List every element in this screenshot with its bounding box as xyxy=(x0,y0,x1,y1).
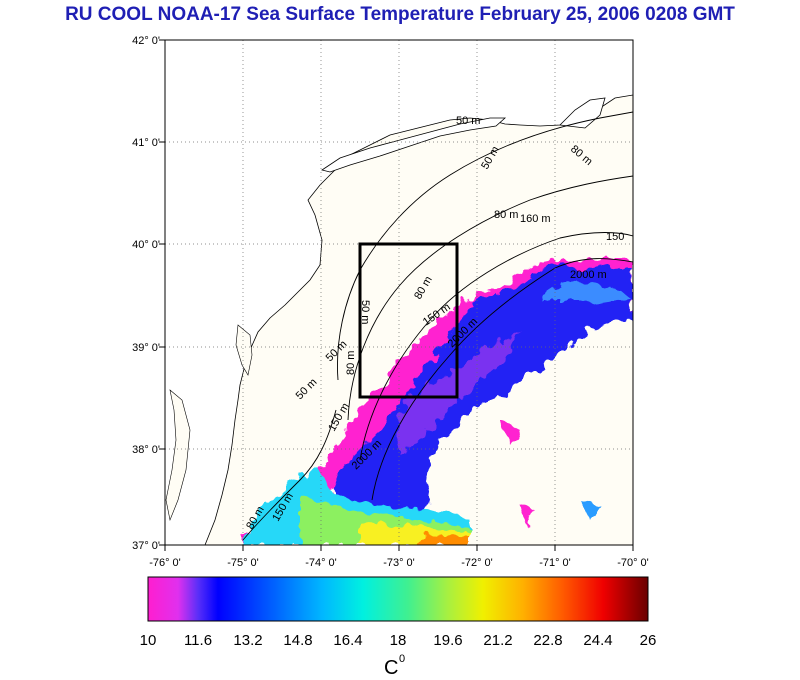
sst-imagery xyxy=(243,258,633,545)
colorbar-ticks: 10 11.6 13.2 14.8 16.4 18 19.6 21.2 22.8… xyxy=(140,632,657,649)
lon-label: -70° 0' xyxy=(617,557,649,569)
lon-label: -75° 0' xyxy=(227,557,259,569)
lon-label: -72° 0' xyxy=(461,557,493,569)
lat-label: 41° 0' xyxy=(132,137,160,149)
isobath-label: 80 m xyxy=(494,209,518,221)
isobath-label: 160 m xyxy=(520,213,551,225)
map-content: 50 m 50 m 80 m 80 m 160 m 150 2000 m 80 … xyxy=(165,40,633,545)
colorbar-tick: 19.6 xyxy=(433,632,462,649)
isobath-label: 150 xyxy=(606,231,624,243)
isobath-label: 80 m xyxy=(345,351,357,375)
long-island xyxy=(321,117,507,173)
colorbar-tick: 14.8 xyxy=(283,632,312,649)
colorbar-tick: 21.2 xyxy=(483,632,512,649)
colorbar-tick: 10 xyxy=(140,632,157,649)
lon-label: -74° 0' xyxy=(305,557,337,569)
study-area-box xyxy=(358,242,459,399)
colorbar-unit-superscript: 0 xyxy=(399,653,405,665)
colorbar xyxy=(147,576,649,622)
lon-label: -76° 0' xyxy=(149,557,181,569)
lon-label: -73° 0' xyxy=(383,557,415,569)
chesapeake-bay xyxy=(165,389,191,522)
lat-label: 40° 0' xyxy=(132,239,160,251)
colorbar-unit-label: C xyxy=(384,657,398,679)
isobath-label: 2000 m xyxy=(570,269,607,281)
lat-labels: 42° 0' 41° 0' 40° 0' 39° 0' 38° 0' 37° 0… xyxy=(132,35,160,552)
colorbar-tick: 13.2 xyxy=(233,632,262,649)
lat-label: 37° 0' xyxy=(132,540,160,552)
lon-labels: -76° 0' -75° 0' -74° 0' -73° 0' -72° 0' … xyxy=(149,557,649,569)
isobath-label: 50 m xyxy=(456,115,480,127)
colorbar-tick: 11.6 xyxy=(184,632,212,649)
cape-cod xyxy=(559,97,606,129)
axis-ticks xyxy=(159,39,634,551)
colorbar-tick: 26 xyxy=(640,632,657,649)
isobath-label: 50 m xyxy=(359,300,371,324)
lon-label: -71° 0' xyxy=(539,557,571,569)
page-title: RU COOL NOAA-17 Sea Surface Temperature … xyxy=(65,4,735,25)
lat-label: 38° 0' xyxy=(132,444,160,456)
colorbar-tick: 22.8 xyxy=(533,632,562,649)
delaware-bay xyxy=(235,324,253,376)
colorbar-tick: 24.4 xyxy=(583,632,612,649)
colorbar-tick: 16.4 xyxy=(333,632,362,649)
lat-label: 39° 0' xyxy=(132,342,160,354)
colorbar-tick: 18 xyxy=(390,632,407,649)
graticule xyxy=(165,40,633,545)
lat-label: 42° 0' xyxy=(132,35,160,47)
